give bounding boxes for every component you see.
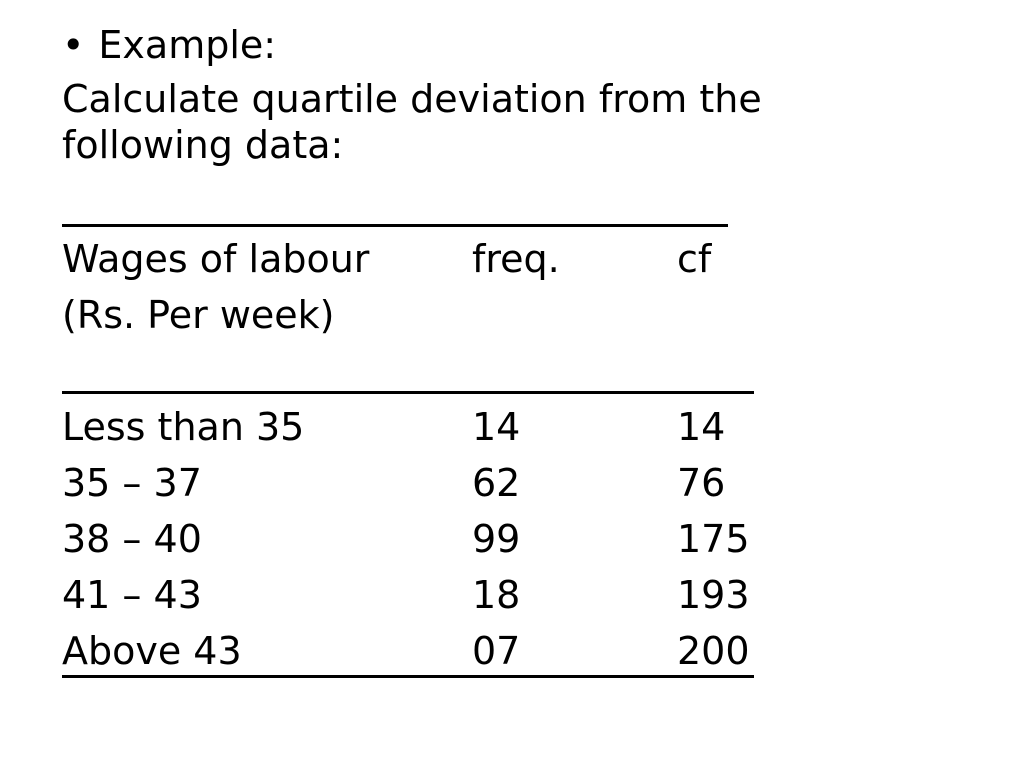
intro-line-2: following data: [62, 123, 344, 167]
header-wages-line-2: (Rs. Per week) [62, 293, 335, 337]
row-wages: Less than 35 [62, 405, 305, 449]
top-rule [62, 224, 728, 227]
intro-text: Calculate quartile deviation from the fo… [62, 76, 762, 168]
intro-line-1: Calculate quartile deviation from the [62, 77, 762, 121]
row-freq: 18 [472, 573, 521, 617]
row-cf: 200 [677, 629, 750, 673]
row-freq: 14 [472, 405, 521, 449]
header-cf: cf [677, 237, 712, 281]
row-wages: 38 – 40 [62, 517, 202, 561]
row-freq: 99 [472, 517, 521, 561]
bullet-text: Example: [98, 23, 277, 67]
header-freq: freq. [472, 237, 560, 281]
bottom-rule [62, 675, 754, 678]
row-cf: 76 [677, 461, 726, 505]
row-wages: 41 – 43 [62, 573, 202, 617]
bullet-marker: • [62, 23, 85, 67]
row-wages: Above 43 [62, 629, 242, 673]
row-cf: 175 [677, 517, 750, 561]
header-rule [62, 391, 754, 394]
row-freq: 62 [472, 461, 521, 505]
row-freq: 07 [472, 629, 521, 673]
row-cf: 14 [677, 405, 726, 449]
header-wages-line-1: Wages of labour [62, 237, 370, 281]
bullet-heading: • Example: [62, 20, 276, 70]
row-cf: 193 [677, 573, 750, 617]
row-wages: 35 – 37 [62, 461, 202, 505]
